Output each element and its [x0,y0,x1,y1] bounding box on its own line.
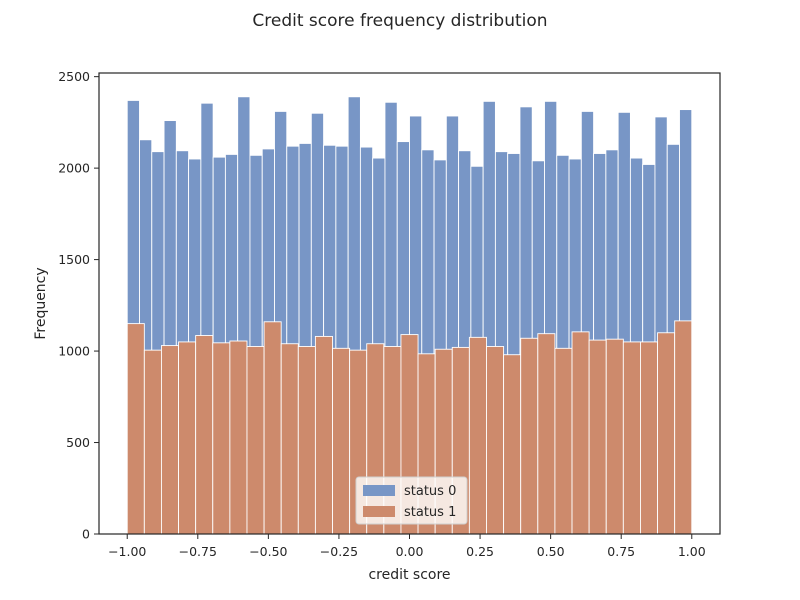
bar-status-1 [297,346,316,535]
x-tick-label: −1.00 [108,544,146,559]
y-axis-label: Frequency [33,267,49,339]
legend-swatch-status-1 [363,506,395,517]
x-tick-label: −0.25 [320,544,358,559]
bar-status-1 [640,341,659,535]
bar-status-1 [178,341,197,535]
bar-status-1 [160,345,179,535]
x-tick-label: −0.50 [249,544,287,559]
bar-status-1 [674,320,693,535]
bar-status-1 [332,347,351,535]
y-tick-label: 1500 [58,252,90,267]
bar-status-1 [622,341,641,535]
bar-status-1 [195,335,214,535]
y-tick-label: 2000 [58,161,90,176]
chart-title: Credit score frequency distribution [252,11,547,31]
legend-swatch-status-0 [363,485,395,496]
bar-status-1 [143,349,162,535]
x-tick-label: 0.50 [537,544,565,559]
bar-status-1 [588,339,607,535]
bar-status-1 [520,337,539,535]
x-tick-label: 0.25 [466,544,494,559]
x-axis-ticks: −1.00 −0.75 −0.50 −0.25 0.00 0.25 0.50 0.75 1.00 [108,534,706,559]
bar-status-1 [571,331,590,535]
legend: status 0 status 1 [355,476,468,525]
bar-status-1 [263,321,282,535]
y-axis-ticks: 0 500 1000 1500 2000 2500 [58,69,99,542]
legend-label-status-0: status 0 [404,484,456,499]
bar-status-1 [468,336,487,535]
y-tick-label: 500 [66,435,90,450]
bar-status-1 [314,335,333,535]
bar-status-1 [486,346,505,535]
bar-status-1 [503,354,522,535]
bar-status-1 [280,343,299,535]
x-tick-label: 0.00 [396,544,424,559]
bar-status-1 [537,333,556,535]
bar-status-1 [126,323,145,535]
bar-status-1 [657,332,676,535]
bar-status-1 [554,347,573,535]
x-tick-label: −0.75 [179,544,217,559]
y-tick-label: 0 [82,527,90,542]
series-status-1-bars [126,320,693,535]
x-tick-label: 0.75 [607,544,635,559]
bar-status-1 [212,342,231,535]
x-tick-label: 1.00 [678,544,706,559]
bar-status-1 [246,346,265,535]
y-tick-label: 1000 [58,344,90,359]
bar-status-1 [229,340,248,535]
x-axis-label: credit score [368,567,450,583]
bar-status-1 [605,338,624,535]
y-tick-label: 2500 [58,69,90,84]
legend-label-status-1: status 1 [404,505,456,520]
